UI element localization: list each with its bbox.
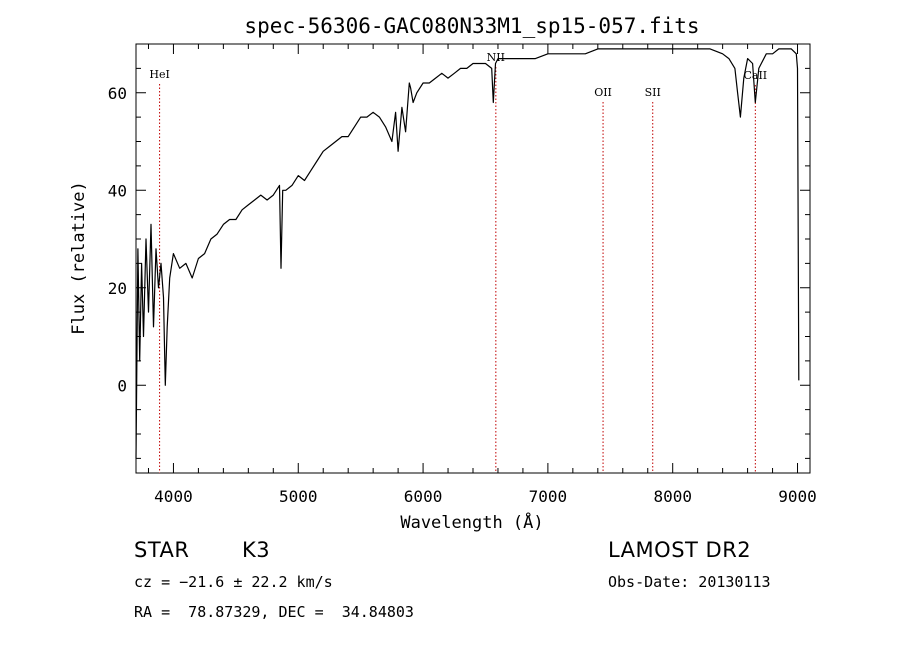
redshift-cz: cz = −21.6 ± 22.2 km/s: [134, 573, 333, 591]
survey-name: LAMOST DR2: [608, 538, 752, 562]
x-axis-label: Wavelength (Å): [400, 511, 543, 533]
y-axis-label: Flux (relative): [69, 181, 89, 335]
series-layer: [135, 48, 800, 459]
spectral-line-label: HeI: [149, 68, 169, 81]
tick-labels: 4000 5000 6000 7000 8000 9000 0 20 40 60: [108, 84, 817, 506]
spectral-line-label: CaII: [743, 69, 767, 82]
chart-title: spec-56306-GAC080N33M1_sp15-057.fits: [244, 14, 699, 38]
coordinates: RA = 78.87329, DEC = 34.84803: [134, 603, 414, 621]
spectral-line-label: SII: [645, 86, 661, 99]
y-tick-label: 40: [108, 181, 127, 200]
x-tick-label: 9000: [778, 487, 817, 506]
y-tick-label: 60: [108, 84, 127, 103]
spectral-subclass: K3: [242, 538, 271, 562]
observation-date: Obs-Date: 20130113: [608, 573, 771, 591]
plot-frame: [135, 43, 811, 474]
y-tick-label: 0: [117, 376, 127, 395]
x-tick-label: 6000: [404, 487, 443, 506]
axis-ticks: [136, 43, 810, 473]
spectral-line-label: NII: [487, 51, 505, 64]
x-tick-label: 4000: [154, 487, 193, 506]
y-tick-label: 20: [108, 279, 127, 298]
spectral-line-markers: HeI NII OII SII CaII: [149, 51, 767, 473]
x-tick-label: 8000: [653, 487, 692, 506]
spectral-line-label: OII: [594, 86, 612, 99]
plot-area: HeI NII OII SII CaII: [135, 43, 811, 474]
object-type: STAR: [134, 538, 190, 562]
x-tick-label: 7000: [529, 487, 568, 506]
spectrum-line: [135, 48, 800, 459]
x-tick-label: 5000: [279, 487, 318, 506]
